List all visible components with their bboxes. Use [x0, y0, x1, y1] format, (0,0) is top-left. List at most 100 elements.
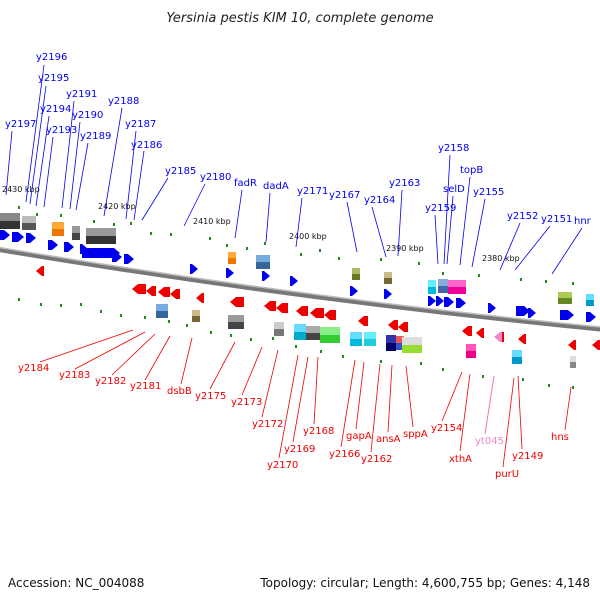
gene-label[interactable]: y2196	[36, 52, 67, 63]
feature-box	[256, 255, 270, 269]
tick-mark	[300, 253, 302, 256]
forward-gene-arrow	[12, 232, 24, 242]
gene-label[interactable]: dsbB	[167, 386, 192, 397]
leader-line	[25, 64, 45, 203]
gene-label[interactable]: y2164	[364, 195, 395, 206]
feature-box	[570, 356, 576, 368]
leader-line	[340, 359, 356, 448]
gene-box-top	[320, 327, 340, 335]
gene-label[interactable]: y2187	[125, 119, 156, 130]
genome-backbone	[0, 247, 600, 332]
tick-mark	[60, 304, 62, 307]
forward-gene-arrow	[350, 286, 358, 296]
gene-box-bottom	[52, 229, 64, 236]
leader-line	[209, 341, 236, 390]
gene-label[interactable]: xthA	[449, 454, 472, 465]
reverse-gene-arrow	[132, 284, 146, 294]
leader-line	[405, 365, 414, 428]
gene-label[interactable]: purU	[495, 469, 519, 480]
reverse-gene-arrow	[276, 303, 288, 313]
tick-mark	[338, 257, 340, 260]
gene-label[interactable]: y2195	[38, 73, 69, 84]
gene-label[interactable]: y2182	[95, 376, 126, 387]
gene-label[interactable]: y2149	[512, 451, 543, 462]
tick-mark	[548, 384, 550, 387]
gene-label[interactable]: y2184	[18, 363, 49, 374]
gene-label[interactable]: yt045	[475, 436, 504, 447]
gene-label[interactable]: y2190	[72, 110, 103, 121]
gene-label[interactable]: y2172	[252, 419, 283, 430]
feature-box	[352, 268, 360, 280]
gene-box-top	[558, 292, 572, 298]
gene-label[interactable]: y2155	[473, 187, 504, 198]
reverse-gene-arrow	[264, 301, 276, 311]
gene-label[interactable]: y2189	[80, 131, 111, 142]
gene-box-bottom	[274, 329, 284, 336]
reverse-gene-arrow	[592, 340, 600, 350]
gene-label[interactable]: y2152	[507, 211, 538, 222]
gene-label[interactable]: y2180	[200, 172, 231, 183]
leader-line	[434, 214, 439, 265]
gene-label[interactable]: y2166	[329, 449, 360, 460]
tick-mark	[420, 362, 422, 365]
leader-line	[75, 142, 89, 211]
forward-gene-arrow	[48, 240, 58, 250]
gene-label[interactable]: y2171	[297, 186, 328, 197]
gene-label[interactable]: y2154	[431, 423, 462, 434]
gene-label[interactable]: dadA	[263, 181, 289, 192]
gene-label[interactable]: y2162	[361, 454, 392, 465]
gene-label[interactable]: y2181	[130, 381, 161, 392]
tick-mark	[380, 258, 382, 261]
feature-box	[386, 335, 396, 351]
feature-box	[466, 344, 476, 358]
leader-line	[234, 189, 243, 239]
gene-label[interactable]: y2175	[195, 391, 226, 402]
gene-label[interactable]: fadR	[234, 178, 257, 189]
gene-label[interactable]: y2191	[66, 89, 97, 100]
gene-box-bottom	[228, 258, 236, 264]
gene-box-top	[364, 332, 376, 339]
gene-label[interactable]: ansA	[376, 434, 401, 445]
gene-label[interactable]: hnr	[574, 216, 592, 227]
gene-label[interactable]: y2159	[425, 203, 456, 214]
reverse-gene-arrow	[358, 316, 368, 326]
leader-line	[397, 189, 403, 257]
gene-box-bottom	[320, 335, 340, 343]
gene-label[interactable]: y2167	[329, 190, 360, 201]
gene-label[interactable]: y2197	[5, 119, 36, 130]
gene-box-top	[402, 337, 422, 345]
gene-label[interactable]: y2158	[438, 143, 469, 154]
genome-backbone-highlight	[0, 246, 600, 328]
gene-label[interactable]: y2168	[303, 426, 334, 437]
tick-mark	[93, 220, 95, 223]
feature-box	[428, 280, 436, 294]
gene-box-bottom	[428, 287, 436, 294]
reverse-leader-lines	[39, 329, 572, 468]
gene-label[interactable]: y2183	[59, 370, 90, 381]
gene-box-bottom	[466, 351, 476, 358]
tick-mark	[545, 280, 547, 283]
gene-label[interactable]: y2169	[284, 444, 315, 455]
gene-label[interactable]: sppA	[403, 429, 428, 440]
gene-label[interactable]: selD	[443, 184, 465, 195]
gene-label[interactable]: y2188	[108, 96, 139, 107]
gene-label[interactable]: topB	[460, 165, 483, 176]
gene-box-top	[72, 226, 80, 233]
gene-label[interactable]: gapA	[346, 431, 372, 442]
gene-label[interactable]: y2173	[231, 397, 262, 408]
gene-features	[0, 213, 600, 368]
gene-box-bottom	[256, 262, 270, 269]
gene-label[interactable]: y2170	[267, 460, 298, 471]
gene-label[interactable]: y2194	[40, 104, 71, 115]
gene-box-top	[428, 280, 436, 287]
gene-label[interactable]: y2163	[389, 178, 420, 189]
tick-marks	[18, 206, 574, 389]
feature-box	[0, 213, 20, 229]
gene-label[interactable]: y2151	[541, 214, 572, 225]
tick-mark	[120, 314, 122, 317]
gene-label[interactable]: y2186	[131, 140, 162, 151]
gene-label[interactable]: hns	[551, 432, 569, 443]
gene-box-bottom	[512, 357, 522, 364]
gene-label[interactable]: y2193	[46, 125, 77, 136]
gene-label[interactable]: y2185	[165, 166, 196, 177]
